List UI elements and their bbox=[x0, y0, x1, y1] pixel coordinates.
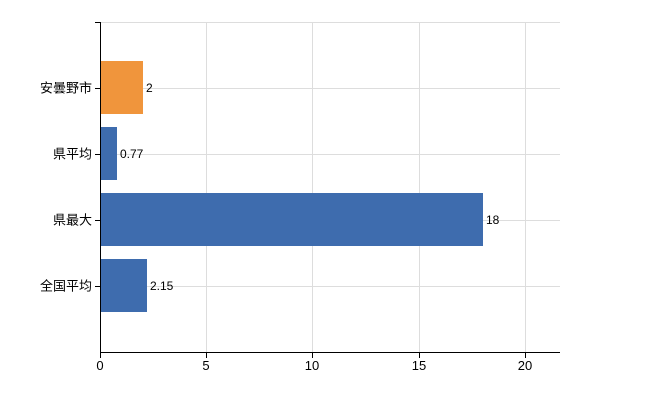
category-label: 県最大 bbox=[52, 212, 92, 228]
bar bbox=[101, 61, 143, 114]
bar bbox=[101, 259, 147, 312]
y-axis-tick bbox=[95, 286, 100, 287]
gridline-horizontal bbox=[101, 22, 560, 23]
plot-area: 2 0.77 18 2.15 bbox=[95, 22, 560, 358]
bar-value-label: 2 bbox=[146, 81, 153, 95]
gridline-horizontal bbox=[101, 154, 560, 155]
bar-value-label: 18 bbox=[486, 213, 500, 227]
bar-value-label: 0.77 bbox=[120, 147, 144, 161]
gridline-horizontal bbox=[101, 286, 560, 287]
category-label: 全国平均 bbox=[39, 278, 92, 294]
gridline-horizontal bbox=[101, 88, 560, 89]
gridline-vertical bbox=[206, 22, 207, 352]
category-label: 安曇野市 bbox=[39, 80, 92, 96]
x-axis-tick bbox=[206, 353, 207, 358]
bar-value-label: 2.15 bbox=[150, 279, 174, 293]
x-axis-line bbox=[100, 352, 560, 353]
x-axis-tick-label: 0 bbox=[96, 358, 104, 373]
x-axis-tick bbox=[419, 353, 420, 358]
x-axis-tick-label: 5 bbox=[202, 358, 210, 373]
x-axis-tick-label: 15 bbox=[411, 358, 427, 373]
x-axis-tick-label: 20 bbox=[517, 358, 533, 373]
gridline-vertical bbox=[419, 22, 420, 352]
x-axis-tick bbox=[525, 353, 526, 358]
y-axis-tick bbox=[95, 220, 100, 221]
category-label: 県平均 bbox=[52, 146, 92, 162]
bar bbox=[101, 193, 483, 246]
x-axis-tick bbox=[312, 353, 313, 358]
y-axis-tick bbox=[95, 88, 100, 89]
bar bbox=[101, 127, 117, 180]
y-axis-line bbox=[100, 22, 101, 352]
y-axis-tick bbox=[95, 154, 100, 155]
x-axis-tick-label: 10 bbox=[304, 358, 320, 373]
y-axis-tick bbox=[95, 22, 100, 23]
x-axis-tick bbox=[100, 353, 101, 358]
gridline-vertical bbox=[525, 22, 526, 352]
gridline-vertical bbox=[312, 22, 313, 352]
